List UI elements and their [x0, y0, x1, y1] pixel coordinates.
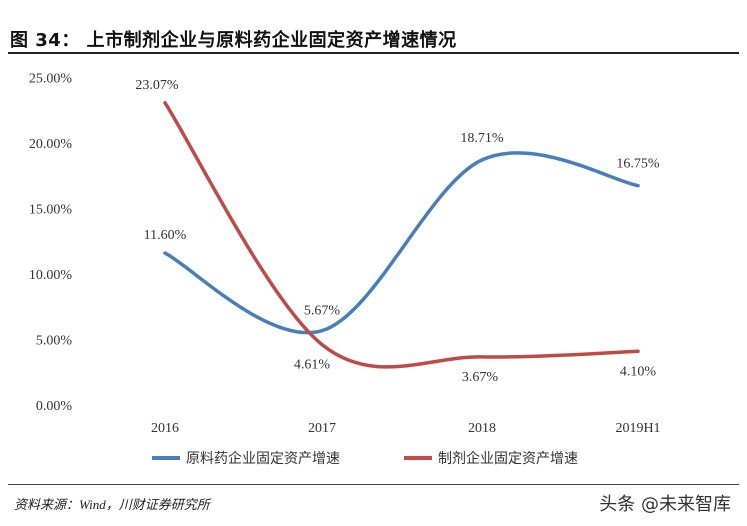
- title-rule: [8, 52, 739, 54]
- y-tick-label: 0.00%: [36, 399, 73, 414]
- data-labels: 11.60% 5.67% 18.71% 16.75% 23.07% 4.61% 3.67% 4…: [135, 78, 660, 385]
- data-label: 5.67%: [304, 304, 341, 319]
- y-axis-ticks: 0.00% 5.00% 10.00% 15.00% 20.00% 25.00%: [29, 72, 73, 415]
- legend: 原料药企业固定资产增速 制剂企业固定资产增速: [152, 450, 578, 467]
- data-label: 11.60%: [144, 228, 187, 243]
- x-tick-label: 2017: [308, 421, 336, 436]
- y-tick-label: 20.00%: [29, 137, 73, 152]
- legend-label: 原料药企业固定资产增速: [186, 450, 340, 467]
- series-line-1: [163, 151, 640, 335]
- series-line-2: [163, 101, 640, 369]
- y-tick-label: 5.00%: [36, 334, 73, 349]
- series-lines: [163, 101, 640, 369]
- legend-label: 制剂企业固定资产增速: [438, 450, 578, 467]
- x-tick-label: 2016: [151, 421, 179, 436]
- x-axis-ticks: 2016 2017 2018 2019H1: [151, 421, 661, 436]
- data-label: 3.67%: [462, 370, 499, 385]
- data-label: 4.61%: [294, 358, 331, 373]
- y-tick-label: 25.00%: [29, 72, 73, 87]
- data-label: 4.10%: [620, 364, 657, 379]
- watermark: 头条 @未来智库: [599, 494, 731, 515]
- x-tick-label: 2018: [468, 421, 496, 436]
- source-note: 资料来源：Wind，川财证券研究所: [14, 497, 210, 512]
- x-tick-label: 2019H1: [615, 421, 660, 436]
- y-tick-label: 15.00%: [29, 203, 73, 218]
- y-tick-label: 10.00%: [29, 268, 73, 283]
- data-label: 18.71%: [460, 131, 504, 146]
- data-label: 16.75%: [616, 157, 660, 172]
- footer-rule: [8, 484, 739, 485]
- chart-title: 图 34： 上市制剂企业与原料药企业固定资产增速情况: [10, 30, 457, 51]
- data-label: 23.07%: [135, 78, 179, 93]
